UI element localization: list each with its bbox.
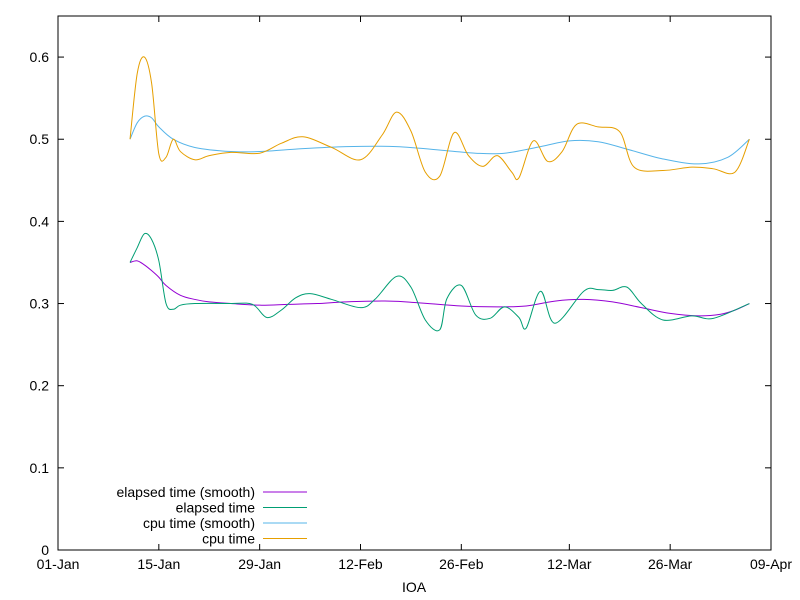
legend-label: cpu time (smooth) <box>143 515 255 531</box>
plot-border <box>57 15 772 551</box>
y-axis: 0 0.1 0.2 0.3 0.4 0.5 0.6 <box>30 49 771 558</box>
x-tick-label: 09-Apr <box>750 556 792 572</box>
x-tick-label: 26-Mar <box>648 556 693 572</box>
x-axis-label: IOA <box>402 579 427 595</box>
y-tick-label: 0.6 <box>30 49 50 65</box>
legend-label: elapsed time (smooth) <box>116 484 255 500</box>
x-axis: 01-Jan 15-Jan 29-Jan 12-Feb 26-Feb 12-Mar 26-M… <box>37 16 792 572</box>
x-tick-label: 01-Jan <box>37 556 80 572</box>
y-tick-label: 0 <box>41 542 49 558</box>
x-tick-label: 15-Jan <box>137 556 180 572</box>
series-line-cpu-time-smooth <box>129 115 750 165</box>
y-tick-label: 0.2 <box>30 378 50 394</box>
legend-label: elapsed time <box>176 500 256 516</box>
series-line-cpu-time <box>129 56 750 181</box>
x-tick-label: 12-Feb <box>338 556 383 572</box>
y-tick-label: 0.1 <box>30 460 50 476</box>
series-line-elapsed-time <box>129 232 750 332</box>
y-tick-label: 0.5 <box>30 131 50 147</box>
series-layer <box>129 56 750 332</box>
x-tick-label: 12-Mar <box>547 556 592 572</box>
x-tick-label: 26-Feb <box>439 556 484 572</box>
x-tick-label: 29-Jan <box>238 556 281 572</box>
y-tick-label: 0.3 <box>30 296 50 312</box>
legend-label: cpu time <box>202 531 255 547</box>
series-line-elapsed-time-smooth <box>129 260 750 317</box>
y-tick-label: 0.4 <box>30 213 50 229</box>
